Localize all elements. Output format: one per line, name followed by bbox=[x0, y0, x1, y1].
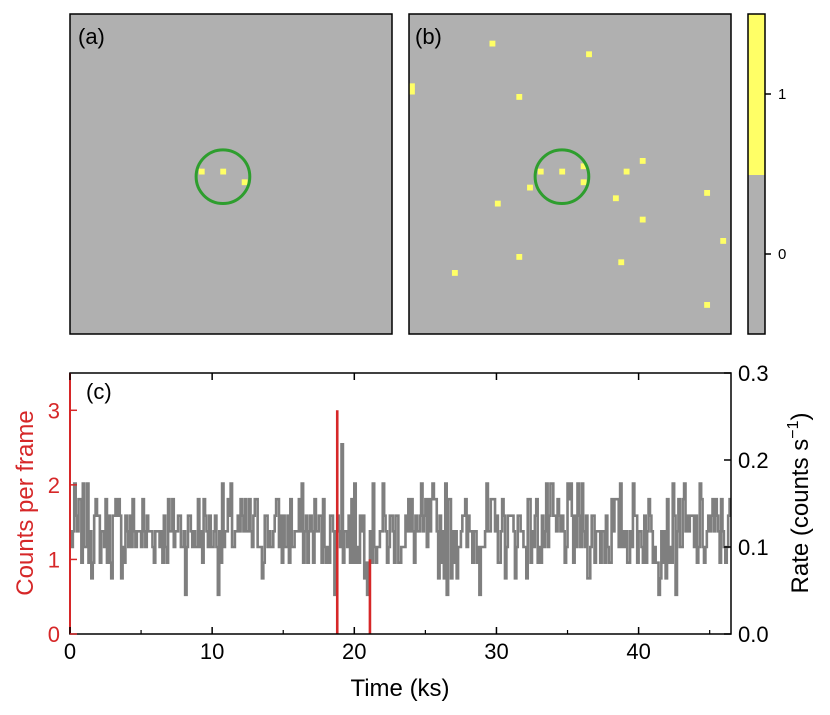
colorbar-segment-1 bbox=[748, 14, 765, 175]
colorbar-ticks: 10 bbox=[765, 86, 786, 263]
right-y-axis-ticks: 0.0 0.1 0.2 0.3 bbox=[724, 361, 769, 647]
event-pixel-b-16 bbox=[720, 238, 727, 244]
right-y-axis-title-main: Rate (counts s bbox=[787, 439, 814, 594]
event-pixel-b-0 bbox=[409, 83, 415, 90]
event-pixel-a-0 bbox=[198, 168, 205, 175]
panel-a-events bbox=[198, 168, 248, 186]
event-pixel-b-2 bbox=[489, 40, 496, 47]
right-y-tick-label-0: 0.0 bbox=[738, 622, 769, 647]
panel-c: 0 10 20 30 40 0 1 2 3 0.0 0.1 0.2 0.3 (c) Time (ks… bbox=[12, 361, 814, 702]
panel-c-label: (c) bbox=[86, 379, 112, 404]
event-pixel-b-5 bbox=[537, 168, 544, 175]
event-pixel-b-17 bbox=[516, 254, 523, 260]
x-axis-title: Time (ks) bbox=[350, 675, 449, 702]
panel-a: (a) bbox=[69, 13, 393, 335]
right-y-tick-label-0.3: 0.3 bbox=[738, 361, 769, 386]
event-pixel-b-19 bbox=[451, 270, 458, 276]
colorbar-frame bbox=[747, 13, 766, 335]
panel-b-events bbox=[409, 40, 727, 308]
panel-b-source-circle bbox=[533, 148, 591, 206]
frame-count-bars bbox=[335, 410, 372, 634]
event-pixel-b-1 bbox=[409, 88, 415, 95]
left-y-axis-ticks: 0 1 2 3 bbox=[48, 398, 77, 647]
colorbar-tick-label-1: 1 bbox=[778, 86, 786, 103]
event-pixel-b-20 bbox=[704, 302, 711, 308]
event-pixel-b-15 bbox=[639, 216, 646, 223]
left-y-tick-label-3: 3 bbox=[48, 398, 60, 423]
event-pixel-a-1 bbox=[220, 168, 227, 175]
x-axis-ticks: 0 10 20 30 40 bbox=[64, 373, 711, 664]
panel-a-background bbox=[70, 14, 392, 334]
panel-a-source-circle bbox=[194, 148, 252, 206]
x-tick-label-0: 0 bbox=[64, 639, 76, 664]
event-pixel-b-11 bbox=[623, 168, 630, 175]
panel-b-label: (b) bbox=[415, 24, 442, 49]
panel-a-frame bbox=[69, 13, 393, 335]
event-pixel-b-10 bbox=[639, 158, 646, 164]
event-pixel-b-18 bbox=[618, 259, 625, 266]
left-y-tick-label-2: 2 bbox=[48, 473, 60, 498]
left-y-axis-title: Counts per frame bbox=[12, 410, 39, 595]
event-pixel-b-9 bbox=[527, 184, 533, 191]
event-pixel-b-6 bbox=[559, 168, 566, 175]
left-y-tick-label-0: 0 bbox=[48, 622, 60, 647]
right-y-tick-label-0.2: 0.2 bbox=[738, 448, 769, 473]
panel-b: (b) bbox=[408, 13, 732, 335]
x-tick-label-30: 30 bbox=[484, 639, 508, 664]
x-tick-label-40: 40 bbox=[626, 639, 650, 664]
event-pixel-b-14 bbox=[704, 190, 711, 196]
event-pixel-a-2 bbox=[241, 179, 248, 186]
x-tick-label-20: 20 bbox=[342, 639, 366, 664]
event-pixel-b-4 bbox=[516, 94, 523, 100]
event-pixel-b-13 bbox=[494, 200, 501, 207]
colorbar-segment-0 bbox=[748, 175, 765, 334]
colorbar-tick-label-0: 0 bbox=[778, 246, 786, 263]
left-y-tick-label-1: 1 bbox=[48, 547, 60, 572]
panel-b-frame bbox=[408, 13, 732, 335]
panel-a-label: (a) bbox=[78, 24, 105, 49]
event-pixel-b-7 bbox=[580, 163, 587, 170]
right-y-axis-title-exponent: −1 bbox=[785, 420, 802, 438]
right-y-axis-title-close: ) bbox=[787, 413, 814, 421]
event-pixel-b-3 bbox=[586, 51, 592, 58]
colorbar: 10 bbox=[747, 13, 786, 335]
right-y-axis-title: Rate (counts s−1) bbox=[785, 413, 814, 594]
panel-b-background bbox=[409, 14, 731, 334]
event-pixel-b-8 bbox=[580, 179, 587, 186]
right-y-tick-label-0.1: 0.1 bbox=[738, 535, 769, 560]
x-tick-label-10: 10 bbox=[200, 639, 224, 664]
rate-step-line bbox=[70, 443, 731, 597]
event-pixel-b-12 bbox=[612, 195, 619, 202]
